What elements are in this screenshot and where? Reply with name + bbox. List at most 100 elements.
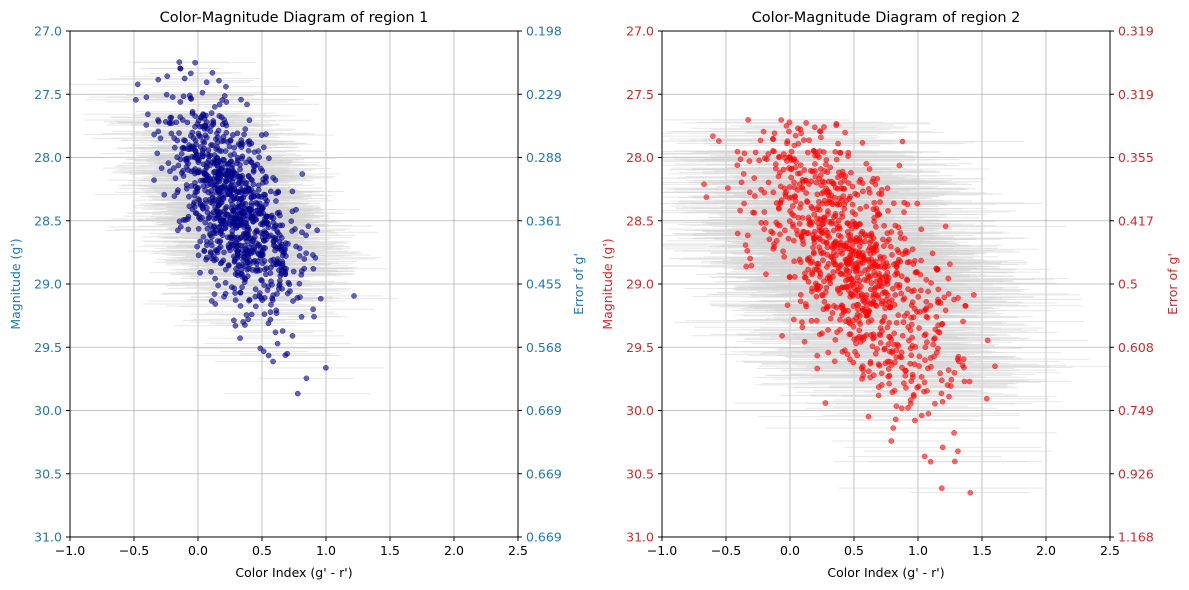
data-point bbox=[859, 139, 866, 146]
data-point bbox=[276, 209, 282, 216]
data-point bbox=[914, 200, 921, 207]
data-point bbox=[223, 129, 230, 136]
data-point bbox=[966, 378, 973, 385]
data-point bbox=[239, 187, 246, 194]
data-point bbox=[225, 262, 232, 269]
data-point bbox=[802, 301, 809, 307]
y-tick-label: 27.5 bbox=[34, 87, 62, 102]
data-point bbox=[813, 206, 820, 213]
data-point bbox=[829, 310, 836, 316]
data-point bbox=[788, 174, 794, 181]
data-point bbox=[171, 193, 178, 200]
data-point bbox=[208, 298, 215, 304]
data-point bbox=[850, 323, 857, 330]
data-point bbox=[192, 123, 198, 130]
data-point bbox=[794, 227, 800, 234]
data-point bbox=[198, 114, 204, 120]
data-point bbox=[207, 175, 214, 182]
data-point bbox=[780, 248, 786, 255]
data-point bbox=[168, 130, 175, 137]
y-tick-label: 29.5 bbox=[34, 340, 62, 355]
data-point bbox=[737, 156, 744, 163]
data-point bbox=[841, 284, 848, 291]
data-point bbox=[299, 171, 306, 177]
data-point bbox=[143, 122, 150, 128]
data-point bbox=[869, 343, 876, 350]
data-point bbox=[921, 453, 928, 460]
x-tick-label: −1.0 bbox=[647, 543, 677, 558]
data-point bbox=[274, 340, 281, 347]
y-axis-ticks: 27.0 27.5 28.0 28.5 29.0 29.5 30.0 30.5 31.0 bbox=[626, 24, 662, 545]
data-point bbox=[847, 193, 853, 200]
data-point bbox=[226, 143, 233, 150]
data-point bbox=[212, 247, 219, 254]
data-point bbox=[769, 230, 776, 236]
data-point bbox=[701, 181, 707, 188]
data-point bbox=[849, 183, 856, 190]
x-tick-label: −0.5 bbox=[119, 543, 149, 558]
data-point bbox=[792, 132, 799, 139]
data-point bbox=[209, 182, 216, 189]
data-point bbox=[263, 201, 269, 207]
data-point bbox=[879, 328, 885, 334]
data-point bbox=[875, 361, 882, 368]
data-point bbox=[818, 166, 824, 172]
data-point bbox=[872, 181, 879, 188]
y-tick-label: 31.0 bbox=[626, 530, 654, 545]
data-point bbox=[824, 275, 831, 282]
data-point bbox=[873, 303, 880, 309]
data-point bbox=[886, 319, 893, 326]
data-point bbox=[219, 97, 226, 103]
data-point bbox=[796, 220, 803, 227]
data-point bbox=[786, 274, 793, 280]
data-point bbox=[897, 230, 904, 236]
data-point bbox=[203, 79, 210, 86]
y-tick-label: 28.0 bbox=[626, 150, 654, 165]
data-point bbox=[847, 252, 854, 258]
y-tick-label: 28.5 bbox=[626, 213, 654, 228]
data-point bbox=[237, 303, 244, 309]
data-point bbox=[248, 176, 254, 183]
data-point bbox=[922, 344, 929, 351]
data-point bbox=[802, 177, 809, 184]
data-point bbox=[244, 273, 251, 280]
data-point bbox=[842, 271, 848, 278]
data-point bbox=[231, 258, 238, 265]
data-point bbox=[911, 393, 917, 400]
cmd-region-1-chart: −1.0 −0.5 0.0 0.5 1.0 1.5 2.0 2.5 27.0 27.5 28.0 28… bbox=[8, 10, 586, 580]
data-point bbox=[259, 168, 266, 174]
data-point bbox=[232, 297, 239, 303]
data-point bbox=[889, 252, 895, 258]
data-point bbox=[191, 199, 198, 206]
data-point bbox=[869, 262, 876, 269]
data-point bbox=[747, 255, 753, 262]
right-axis-label: Error of g' bbox=[1165, 253, 1180, 315]
data-point bbox=[228, 214, 234, 221]
data-point bbox=[203, 238, 210, 245]
data-point bbox=[734, 230, 741, 237]
data-point bbox=[167, 168, 173, 175]
data-point bbox=[826, 199, 833, 205]
data-point bbox=[927, 302, 934, 309]
data-point bbox=[868, 280, 875, 286]
data-point bbox=[845, 149, 852, 156]
data-point bbox=[227, 152, 234, 159]
data-point bbox=[878, 186, 885, 193]
data-point bbox=[246, 117, 253, 124]
data-point bbox=[824, 264, 830, 270]
data-point bbox=[872, 350, 879, 357]
data-point bbox=[921, 388, 927, 395]
data-point bbox=[821, 298, 828, 305]
data-point bbox=[217, 174, 223, 181]
x-tick-label: −1.0 bbox=[55, 543, 85, 558]
data-point bbox=[241, 279, 248, 286]
data-point bbox=[214, 206, 220, 213]
right-tick-label: 0.417 bbox=[1118, 213, 1154, 228]
data-point bbox=[932, 326, 939, 333]
data-point bbox=[222, 225, 229, 231]
data-point bbox=[224, 138, 231, 145]
data-point bbox=[273, 222, 280, 229]
data-point bbox=[882, 273, 888, 280]
data-point bbox=[261, 282, 267, 288]
data-point bbox=[770, 189, 777, 196]
